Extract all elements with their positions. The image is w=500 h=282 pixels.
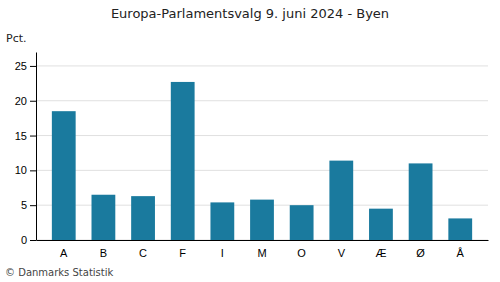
plot: Pct. 0 5 10 15 20 25 A B C F I M O V Æ Ø Å [6, 32, 489, 259]
bar [329, 161, 353, 240]
x-tick: A [60, 247, 68, 259]
bar [52, 111, 76, 240]
grid-line [36, 65, 488, 66]
y-tick-label: 10 [15, 164, 27, 176]
x-tick: B [100, 247, 107, 259]
y-tick-mark [30, 170, 36, 171]
y-tick-mark [30, 101, 36, 102]
x-tick: Å [457, 247, 465, 259]
y-tick-label: 25 [15, 60, 27, 72]
y-tick-mark [30, 66, 36, 67]
y-tick-label: 5 [21, 199, 27, 211]
bar [131, 196, 155, 240]
x-tick: F [179, 247, 186, 259]
grid-line [36, 100, 488, 101]
y-axis-line [36, 53, 37, 241]
y-tick: 25 [15, 60, 36, 72]
grid-line [36, 135, 488, 136]
bar [448, 218, 472, 240]
bar [171, 82, 195, 240]
x-tick: V [338, 247, 346, 259]
grid [36, 66, 488, 240]
x-tick-label: F [179, 247, 186, 259]
title: Europa-Parlamentsvalg 9. juni 2024 - Bye… [111, 6, 389, 21]
x-tick-label: A [60, 247, 68, 259]
bars [52, 82, 472, 240]
y-tick: 15 [15, 130, 36, 142]
bar [290, 205, 314, 240]
x-tick: I [221, 247, 224, 259]
y-label: Pct. [6, 32, 27, 45]
x-tick: Ø [416, 247, 425, 259]
bar [409, 163, 433, 240]
x-tick: O [297, 247, 306, 259]
y-tick-mark [30, 136, 36, 137]
y-tick-label: 15 [15, 130, 27, 142]
x-tick-label: Å [457, 247, 465, 259]
y-tick-label: 20 [15, 95, 27, 107]
x-tick: C [139, 247, 147, 259]
x-axis-line [37, 240, 489, 241]
x-tick: M [257, 247, 266, 259]
y-tick: 0 [21, 234, 36, 246]
x-tick-label: C [139, 247, 147, 259]
x-tick: Æ [375, 247, 386, 259]
footer: © Danmarks Statistik [5, 267, 114, 278]
x-tick-label: Ø [416, 247, 425, 259]
chart: Europa-Parlamentsvalg 9. juni 2024 - Bye… [0, 0, 500, 282]
bar [369, 209, 393, 240]
y-axis: 0 5 10 15 20 25 [15, 53, 37, 247]
bar [210, 202, 234, 240]
x-tick-label: V [338, 247, 346, 259]
bar [250, 200, 274, 240]
x-tick-label: Æ [375, 247, 386, 259]
y-tick-mark [30, 240, 36, 241]
x-tick-label: O [297, 247, 306, 259]
y-tick: 5 [21, 199, 36, 211]
x-tick-label: M [257, 247, 266, 259]
y-tick: 10 [15, 164, 36, 176]
y-tick-label: 0 [21, 234, 27, 246]
y-tick: 20 [15, 95, 36, 107]
x-tick-label: B [100, 247, 107, 259]
x-tick-label: I [221, 247, 224, 259]
bar [92, 195, 116, 240]
x-axis: ABCFIMOVÆØÅ [37, 241, 489, 259]
y-tick-mark [30, 205, 36, 206]
